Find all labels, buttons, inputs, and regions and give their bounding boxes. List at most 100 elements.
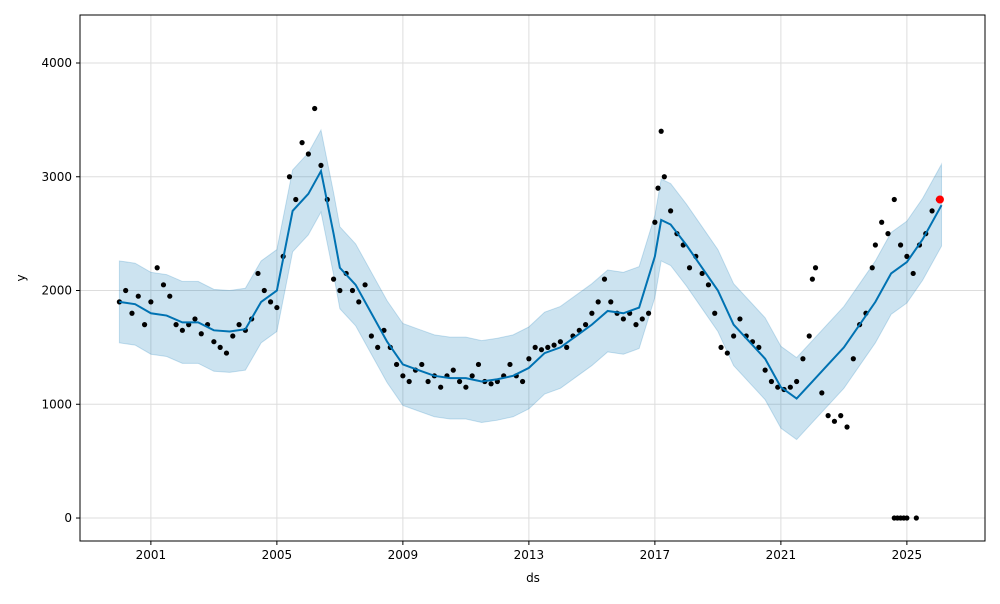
actual-point [274,304,280,311]
actual-point [699,270,705,277]
actual-point [211,339,217,345]
y-tick-label: 3000 [41,170,72,184]
actual-point [794,378,800,385]
actual-point [419,361,425,368]
actual-point [318,162,324,168]
actual-point [450,367,456,373]
x-tick-label: 2001 [136,548,167,562]
actual-point [910,270,916,277]
actual-point [768,378,775,385]
actual-point [141,322,148,328]
x-tick-label: 2013 [514,548,545,562]
actual-point [217,344,223,350]
forecast-line [119,168,943,400]
actual-point [809,276,815,282]
actual-point [475,361,482,368]
actual-point [230,333,236,339]
actual-point [425,378,431,385]
uncertainty-interval [118,128,943,441]
actual-point [806,333,812,339]
actual-point [148,299,154,305]
actual-point [375,344,381,350]
actual-point [488,381,494,387]
actual-point [633,322,639,328]
actual-point [293,196,299,203]
actual-point [236,322,242,328]
actual-point [652,219,658,225]
actual-point [532,344,538,350]
actual-point [368,333,374,339]
y-tick-label: 2000 [41,284,72,298]
actual-point [337,287,343,294]
actual-point [850,356,856,362]
actual-point [658,128,664,134]
y-tick-label: 4000 [41,56,72,70]
actual-point [904,253,910,259]
actual-point [173,322,179,328]
actual-point [564,344,570,350]
x-tick-label: 2021 [766,548,797,562]
y-tick-label: 1000 [41,397,72,411]
actual-point [362,282,368,288]
actual-point [897,242,904,248]
actual-point [879,219,885,225]
actual-point [819,390,825,396]
actual-point [756,344,762,350]
axis-ticks: 2001 2005 2009 2013 2017 2021 2025 0 1000 2000 300… [41,56,922,562]
actual-point [608,299,614,305]
actual-point [456,378,463,385]
actual-point [831,418,838,424]
actual-point [718,344,724,350]
x-tick-label: 2017 [640,548,671,562]
highlight-point [935,195,944,204]
actual-point [179,327,185,333]
actual-point [400,373,406,379]
actual-point [904,515,910,521]
actual-point [299,140,305,146]
actual-point [526,356,532,362]
actual-point [192,316,198,322]
actual-point [686,265,693,271]
actual-point [393,361,400,368]
y-axis-label: y [14,274,28,281]
actual-point [255,270,261,277]
actual-point [223,350,230,356]
actual-point [356,299,362,305]
actual-point [645,310,652,316]
actual-point [812,265,819,271]
actual-point [507,361,513,368]
actual-point [620,316,626,322]
actual-point [724,350,730,356]
actual-point [929,208,935,214]
actual-point [869,265,875,271]
y-tick-label: 0 [64,511,72,525]
actual-point [838,413,844,419]
actual-point [538,347,545,353]
plot-frame [79,14,986,542]
actual-point [519,378,526,385]
actual-point [762,367,768,373]
actual-point [129,310,135,316]
x-tick-label: 2005 [262,548,293,562]
actual-point [737,316,743,322]
x-tick-label: 2025 [892,548,923,562]
actual-point [661,174,667,180]
actual-point [438,384,444,390]
actual-point [261,287,267,294]
actual-point [800,356,806,362]
actual-point [154,265,160,271]
actual-point [639,316,645,322]
actual-point [330,276,337,282]
actual-point [731,333,737,339]
actual-point [469,373,475,379]
actual-point [545,344,551,350]
actual-point [668,208,674,214]
actual-point [885,231,891,237]
x-axis-label: ds [526,571,540,585]
actual-point [406,378,412,385]
actual-point [825,413,831,419]
actual-point [655,185,661,191]
actual-point [349,287,356,294]
